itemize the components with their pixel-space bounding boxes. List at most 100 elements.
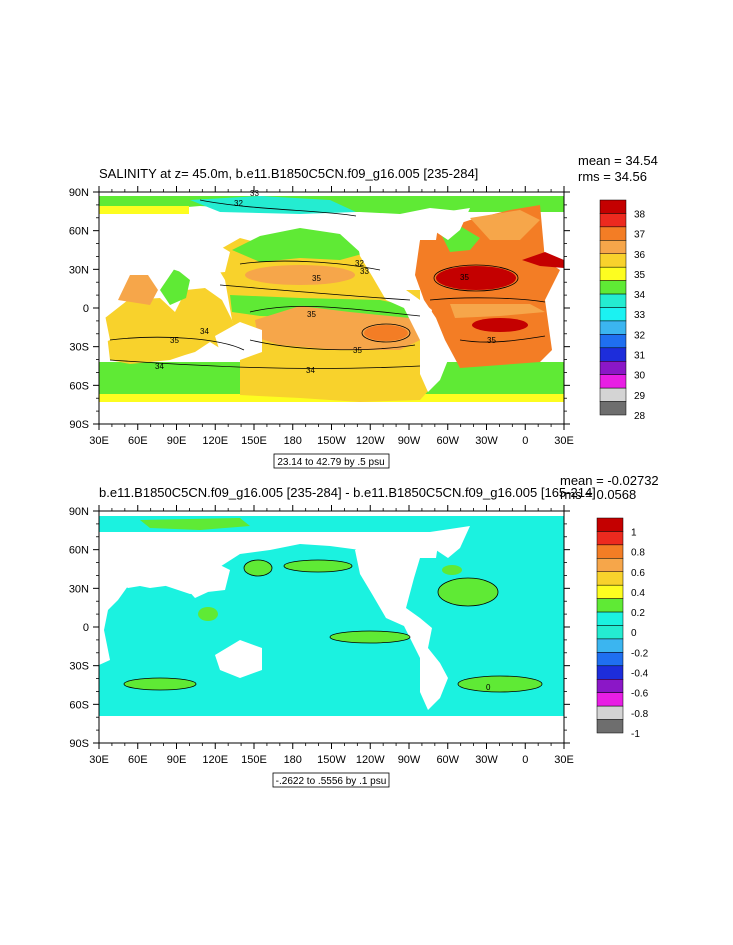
y-tick-label: 90S bbox=[69, 419, 89, 431]
panel-1-title: SALINITY at z= 45.0m, b.e11.B1850C5CN.f0… bbox=[99, 166, 478, 181]
panel-1: SALINITY at z= 45.0m, b.e11.B1850C5CN.f0… bbox=[69, 153, 658, 469]
north-pacific-subpolar bbox=[232, 228, 362, 262]
colorbar-label: 35 bbox=[634, 270, 646, 281]
colorbar-label: -0.4 bbox=[631, 669, 649, 680]
contour-label-1-4: 35 bbox=[312, 274, 321, 283]
difference-positive-eq-pacific bbox=[330, 631, 410, 643]
greenland-2 bbox=[430, 526, 470, 558]
contour-1-a bbox=[239, 260, 381, 271]
colorbar-label: 31 bbox=[634, 351, 646, 362]
contour-1-d bbox=[249, 339, 416, 351]
colorbar-label: 36 bbox=[634, 250, 646, 261]
x-tick-label: 120W bbox=[356, 754, 385, 766]
contour-info-box-1 bbox=[273, 453, 390, 469]
x-tick-label: 90W bbox=[398, 754, 421, 766]
colorbar-swatch bbox=[599, 387, 627, 402]
colorbar-swatch bbox=[596, 719, 624, 734]
colorbar-label: 33 bbox=[634, 310, 646, 321]
x-tick-label: 120W bbox=[356, 435, 385, 447]
x-tick-label: 150W bbox=[317, 435, 346, 447]
colorbar-label: -0.8 bbox=[631, 709, 649, 720]
contour-info-2: -.2622 to .5556 by .1 psu bbox=[276, 776, 387, 787]
north-atlantic-yellow bbox=[470, 210, 540, 240]
x-tick-label: 90W bbox=[398, 435, 421, 447]
x-tick-label: 180 bbox=[284, 435, 302, 447]
bay-of-bengal bbox=[160, 268, 190, 305]
colorbar-swatch bbox=[599, 374, 627, 389]
y-tick-label: 60N bbox=[69, 545, 89, 557]
y-tick-label: 90N bbox=[69, 187, 89, 199]
colorbar-label: 30 bbox=[634, 371, 646, 382]
colorbar-swatch bbox=[596, 665, 624, 680]
y-tick-label: 30N bbox=[69, 583, 89, 595]
colorbar-swatch bbox=[596, 598, 624, 613]
antarctica-2 bbox=[99, 716, 564, 743]
contour-label-1-10: 34 bbox=[155, 362, 164, 371]
colorbar-swatch bbox=[596, 558, 624, 572]
contour-label-1-3: 33 bbox=[360, 267, 369, 276]
land-masses-1 bbox=[99, 208, 564, 424]
arctic-fresh-core bbox=[190, 196, 356, 214]
contour-label-1-0: 33 bbox=[250, 189, 259, 198]
x-tick-label: 30E bbox=[89, 754, 109, 766]
colorbar-swatch bbox=[599, 293, 627, 308]
contour-1-g bbox=[109, 359, 421, 369]
x-tick-label: 30E bbox=[554, 435, 574, 447]
panel-2-mean: mean = -0.02732 bbox=[560, 473, 659, 488]
difference-positive-kuroshio bbox=[244, 560, 272, 576]
x-tick-label: 150E bbox=[241, 754, 267, 766]
arabian-sea bbox=[118, 275, 158, 305]
colorbar-label: 1 bbox=[631, 527, 637, 538]
colorbar-label: 34 bbox=[634, 290, 646, 301]
colorbar-swatch bbox=[596, 611, 624, 626]
colorbar-label: 38 bbox=[634, 209, 646, 220]
contour-label-1-1: 32 bbox=[234, 199, 243, 208]
colorbar-swatch bbox=[599, 347, 627, 362]
contour-2-e bbox=[123, 677, 197, 691]
panel-1-rms: rms = 34.56 bbox=[578, 169, 647, 184]
land-masses-2 bbox=[99, 511, 564, 743]
colorbar-swatch bbox=[599, 334, 627, 349]
difference-positive-gulf bbox=[442, 565, 462, 575]
x-tick-label: 120E bbox=[202, 435, 228, 447]
x-tick-label: 0 bbox=[522, 435, 528, 447]
difference-positive-south-atlantic bbox=[458, 676, 542, 692]
colorbar-swatch bbox=[599, 253, 627, 268]
difference-positive-atlantic bbox=[438, 578, 498, 606]
y-tick-label: 30S bbox=[69, 342, 89, 354]
y-tick-label: 60S bbox=[69, 380, 89, 392]
contour-1-c bbox=[249, 305, 421, 317]
x-tick-label: 30E bbox=[89, 435, 109, 447]
ticks-1: 30E 60E 90E 120E 150E 180 150W 120W 90W 60W 30W 0 30… bbox=[69, 186, 574, 447]
antarctica-1 bbox=[99, 402, 564, 424]
subtropical-north-atlantic-max bbox=[436, 266, 516, 290]
contour-label-1-2: 32 bbox=[355, 259, 364, 268]
colorbar-swatch bbox=[596, 544, 624, 559]
contour-2-a bbox=[283, 559, 353, 573]
colorbar-2: 1 0.8 0.6 0.4 0.2 0 -0.2 -0.4 -0.6 -0.8 -1 bbox=[596, 517, 649, 740]
eurasia-2 bbox=[99, 532, 420, 598]
x-tick-label: 30E bbox=[554, 754, 574, 766]
colorbar-swatch bbox=[599, 307, 627, 322]
y-tick-label: 0 bbox=[83, 622, 89, 634]
contour-label-1-11: 34 bbox=[306, 366, 315, 375]
contour-2-f bbox=[243, 559, 273, 577]
contour-label-1-7: 34 bbox=[200, 327, 209, 336]
x-tick-label: 30W bbox=[475, 754, 498, 766]
contour-2-b bbox=[437, 577, 499, 607]
panel-2-title: b.e11.B1850C5CN.f09_g16.005 [235-284] - … bbox=[99, 485, 596, 500]
americas-1 bbox=[355, 214, 448, 392]
contour-2-d bbox=[457, 675, 543, 693]
arctic-land-2 bbox=[99, 511, 564, 516]
y-tick-label: 90S bbox=[69, 738, 89, 750]
x-tick-label: 120E bbox=[202, 754, 228, 766]
colorbar-label: 29 bbox=[634, 391, 646, 402]
equatorial-atlantic bbox=[450, 304, 545, 318]
colorbar-swatch bbox=[599, 199, 627, 214]
colorbar-swatch bbox=[596, 692, 624, 707]
y-tick-label: 60N bbox=[69, 226, 89, 238]
contour-1-i bbox=[433, 264, 519, 292]
colorbar-swatch bbox=[599, 361, 627, 375]
colorbar-swatch bbox=[596, 584, 624, 599]
contour-label-1-12: 35 bbox=[460, 273, 469, 282]
